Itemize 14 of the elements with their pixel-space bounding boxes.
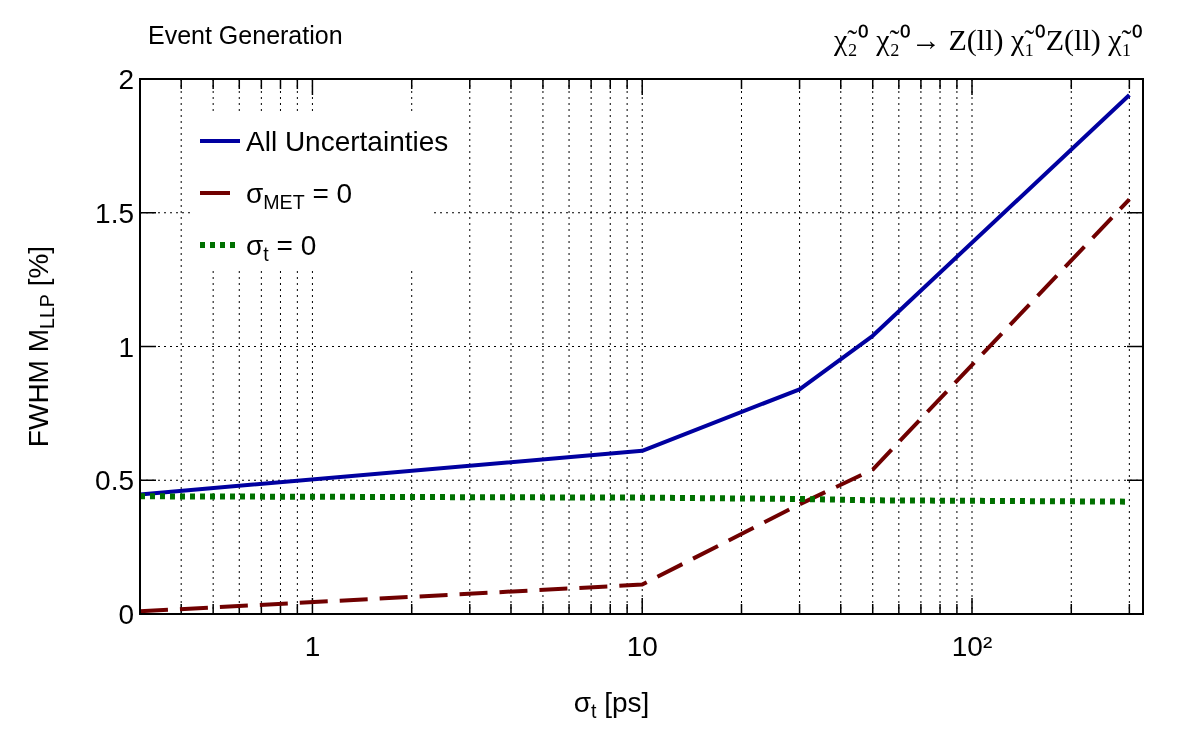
y-tick-label: 2 [118, 64, 134, 95]
x-tick-label: 10 [626, 631, 658, 662]
chart-title: χ̃₂⁰ χ̃₂⁰→ Z(ll) χ̃₁⁰Z(ll) χ̃₁⁰ [832, 23, 1143, 57]
legend-label: All Uncertainties [246, 126, 449, 157]
y-tick-label: 1 [118, 331, 134, 363]
legend-label: σ$_{MET}$ = 0 [246, 178, 353, 213]
y-tick-label: 1.5 [95, 197, 134, 229]
x-tick-label: 1 [304, 631, 321, 662]
x-axis-title: σ$_{t}$ [ps] [573, 687, 650, 722]
legend-label: σ$_{t}$ = 0 [246, 230, 317, 265]
x-tick-label: 10² [951, 631, 993, 662]
y-tick-label: 0.5 [95, 465, 134, 497]
y-tick-label: 0 [118, 599, 134, 630]
chart-subtitle: Event Generation [148, 21, 343, 49]
